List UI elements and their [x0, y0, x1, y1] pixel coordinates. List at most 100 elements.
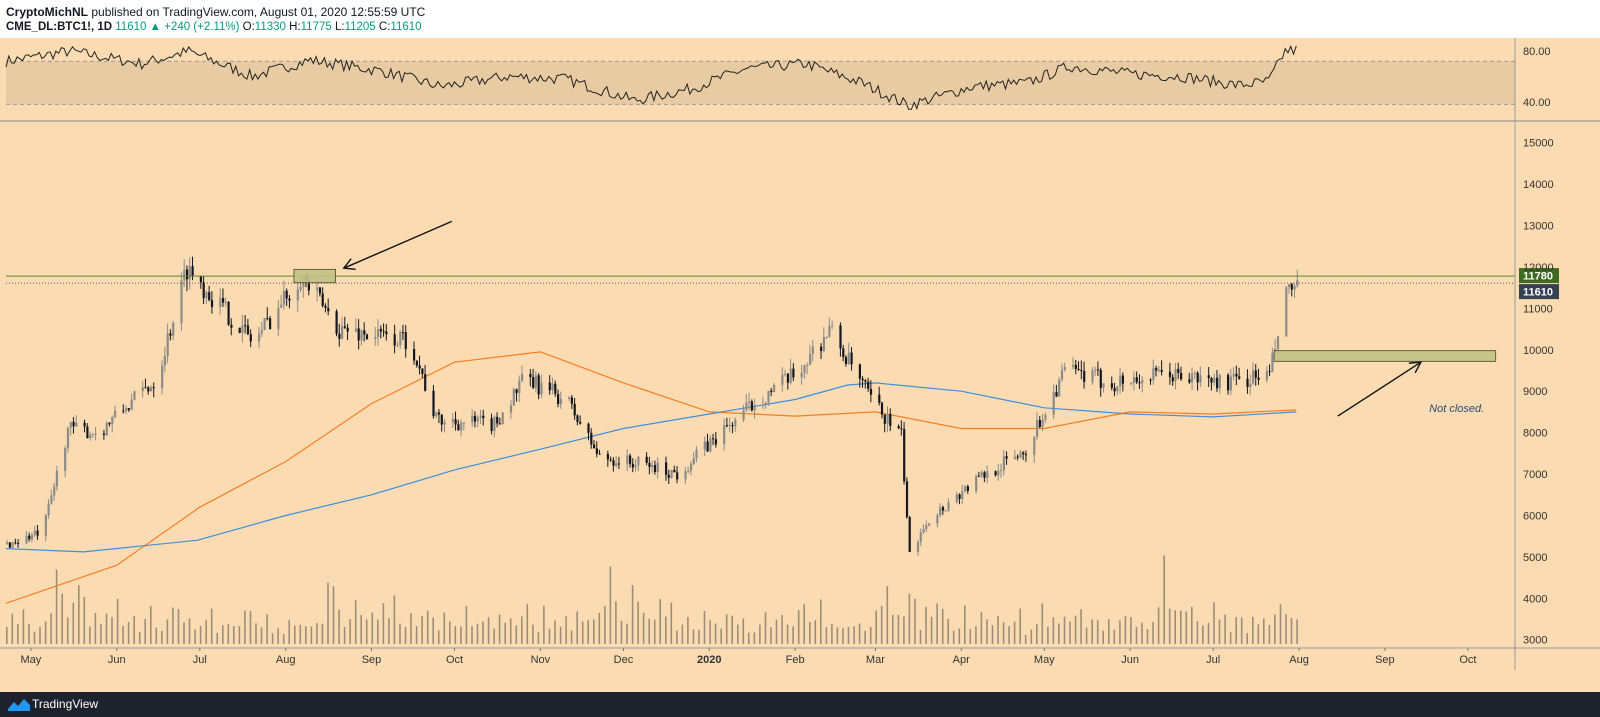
candle-body [554, 383, 557, 394]
candle [69, 421, 72, 436]
chart-canvas[interactable]: 11780 11610 Not closed. 15000 14000 13000 12… [0, 38, 1600, 692]
volume-bar [809, 622, 811, 644]
candle [1091, 367, 1094, 385]
candle [1232, 367, 1235, 381]
y-tick-label: 4000 [1523, 593, 1547, 605]
candle [1121, 372, 1124, 392]
volume-bar [166, 619, 169, 644]
candle [922, 524, 925, 534]
volume-bar [421, 615, 423, 644]
candle [770, 387, 773, 397]
level-badge [1519, 284, 1559, 300]
tradingview-brand[interactable]: TradingView [32, 697, 99, 711]
candle [1022, 451, 1025, 460]
volume-bar [858, 623, 861, 644]
volume-bar [61, 593, 63, 644]
candle-body [615, 463, 618, 466]
candle [1141, 375, 1144, 393]
candle [1033, 435, 1036, 463]
candle-body [127, 408, 130, 410]
candle-body [28, 535, 31, 540]
candle-body [335, 311, 338, 334]
candle [219, 288, 222, 315]
candle-body [676, 472, 679, 480]
volume-bar [216, 632, 218, 644]
candle [277, 300, 280, 337]
candle [437, 409, 441, 424]
candle [343, 316, 346, 330]
candle-body [161, 365, 164, 388]
volume-bar [886, 586, 889, 644]
volume-bar [338, 609, 340, 644]
candle-body [767, 390, 770, 403]
candle-body [1041, 419, 1044, 427]
author-name[interactable]: CryptoMichNL [6, 5, 88, 19]
tradingview-logo-icon[interactable] [8, 697, 30, 711]
candle [792, 363, 795, 382]
volume-bar [1030, 629, 1033, 644]
candle [761, 396, 765, 410]
candle-body [781, 374, 784, 385]
candle-body [393, 334, 396, 346]
volume-bar [1146, 629, 1149, 644]
candle-body [288, 298, 291, 301]
volume-bar [377, 619, 379, 644]
high-label: H: [289, 21, 301, 33]
volume-bars [6, 555, 1298, 644]
candle-body [224, 301, 227, 303]
candle-body [307, 280, 310, 291]
volume-bar [637, 601, 639, 644]
candle-body [443, 422, 446, 425]
candle [570, 395, 573, 409]
candle [1210, 376, 1213, 391]
candle-body [764, 402, 767, 405]
rsi-line [5, 45, 1297, 111]
candle-body [418, 365, 421, 369]
volume-bar [343, 626, 346, 644]
candle [745, 394, 748, 412]
symbol-label[interactable]: CME_DL:BTC1!, 1D [6, 21, 113, 33]
candle [509, 400, 513, 419]
candle [161, 360, 164, 395]
candle-body [670, 469, 673, 478]
candle-body [919, 532, 922, 542]
volume-bar [1135, 627, 1138, 644]
candle [1149, 378, 1152, 385]
candle-body [86, 426, 89, 438]
volume-bar [964, 605, 966, 644]
candle-body [482, 415, 485, 419]
volume-bar [903, 616, 905, 644]
candle [1271, 347, 1274, 373]
volume-bar [144, 619, 146, 644]
candle-body [385, 331, 388, 335]
candle [1102, 383, 1105, 393]
volume-bar [620, 620, 623, 644]
volume-bar [565, 616, 567, 644]
candle [457, 419, 460, 431]
volume-bar [1119, 620, 1121, 644]
candle-body [1157, 369, 1160, 371]
candle-body [515, 389, 518, 394]
y-tick-label: 9000 [1523, 386, 1547, 398]
candle [130, 393, 133, 411]
candle [443, 418, 446, 433]
volume-bar [742, 618, 745, 644]
x-tick-label: May [1034, 654, 1055, 666]
volume-bar [127, 621, 130, 644]
candle [401, 324, 405, 341]
candle [781, 367, 784, 392]
candle [579, 415, 582, 425]
candle [557, 389, 560, 408]
volume-bar [426, 610, 429, 644]
candle-body [440, 414, 443, 425]
candle-body [723, 425, 726, 445]
candle-body [568, 397, 571, 399]
volume-bar [271, 633, 274, 644]
candle [188, 257, 191, 290]
candle [1288, 284, 1291, 294]
candle [399, 329, 402, 350]
x-tick-label: Jul [1206, 654, 1220, 666]
candle-body [532, 377, 535, 388]
candle [280, 294, 283, 309]
candle-body [17, 543, 20, 545]
